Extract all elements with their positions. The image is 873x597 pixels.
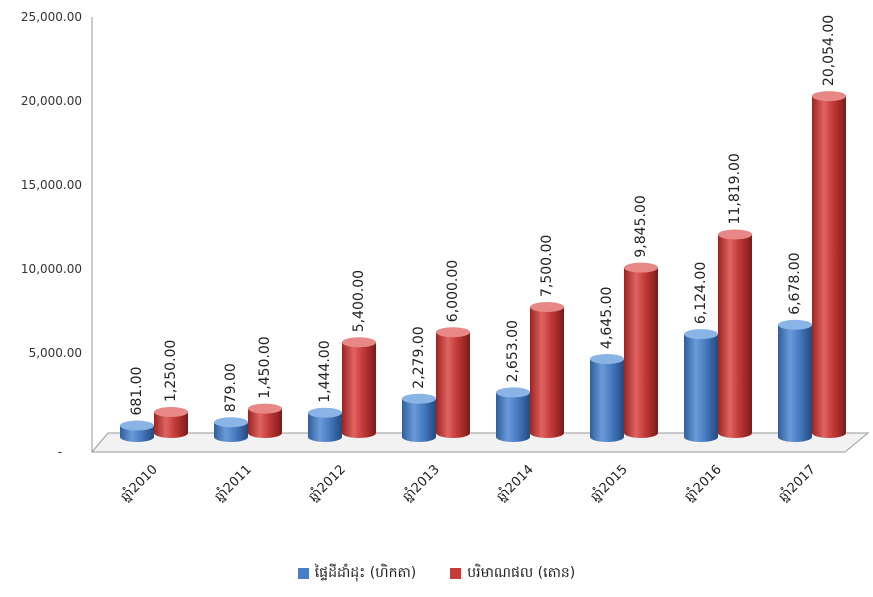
x-tick-label: ឆ្នាំ2017 (775, 461, 819, 505)
bars (120, 91, 846, 442)
bar-area-3 (402, 393, 436, 442)
bar-body (778, 324, 812, 442)
data-label: 5,400.00 (351, 270, 367, 332)
legend-swatch-yield (450, 568, 462, 579)
bar-yield-6 (718, 229, 752, 438)
x-tick-label: ឆ្នាំ2014 (493, 461, 537, 505)
x-tick-label: ឆ្នាំ2012 (305, 461, 349, 505)
bar-yield-4 (530, 302, 564, 438)
bar-top (120, 420, 154, 431)
data-label: 2,653.00 (505, 320, 521, 382)
bar-yield-5 (624, 262, 658, 438)
y-tick-label: - (58, 445, 62, 459)
data-label: 2,279.00 (411, 326, 427, 388)
bar-top (436, 327, 470, 338)
data-label: 1,250.00 (163, 340, 179, 402)
bar-top (718, 229, 752, 240)
y-tick-label: 5,000.00 (29, 346, 82, 360)
y-tick-label: 10,000.00 (21, 262, 82, 276)
bar-area-7 (778, 319, 812, 442)
x-tick-label: ឆ្នាំ2013 (399, 461, 443, 505)
x-tick-label: ឆ្នាំ2015 (587, 461, 631, 505)
data-label: 681.00 (129, 367, 145, 416)
bar-area-0 (120, 420, 154, 442)
bar-area-2 (308, 407, 342, 442)
bar-body (718, 234, 752, 438)
bar-top (308, 407, 342, 418)
bar-body (684, 334, 718, 442)
data-label: 6,124.00 (693, 262, 709, 324)
bar-body (496, 392, 530, 442)
legend: ផ្ទៃដីដាំដុះ (ហិកតា) បរិមាណផល (តោន) (0, 563, 873, 584)
bar-area-6 (684, 329, 718, 442)
bar-top (214, 417, 248, 428)
bar-top (342, 337, 376, 348)
data-label: 11,819.00 (727, 153, 743, 224)
bar-top (530, 302, 564, 312)
x-tick-label: ឆ្នាំ2011 (211, 461, 255, 505)
bar-area-4 (496, 387, 530, 442)
bar-body (402, 398, 436, 442)
bar-top (248, 403, 282, 414)
bar-top (624, 262, 658, 273)
chart-floor (90, 432, 870, 453)
y-tick-label: 25,000.00 (21, 10, 82, 24)
bar-body (436, 332, 470, 438)
bar-area-5 (590, 353, 624, 442)
bar-body (308, 412, 342, 442)
data-label: 6,678.00 (787, 252, 803, 314)
data-label: 4,645.00 (599, 287, 615, 349)
bar-top (684, 329, 718, 340)
legend-item-area: ផ្ទៃដីដាំដុះ (ហិកតា) (297, 563, 417, 584)
y-tick-label: 20,000.00 (21, 94, 82, 108)
data-label: 20,054.00 (821, 15, 837, 86)
bar-area-1 (214, 417, 248, 442)
data-label: 9,845.00 (633, 195, 649, 257)
bar-top (496, 387, 530, 398)
bar-body (624, 267, 658, 438)
data-label: 879.00 (223, 363, 239, 412)
bar-yield-0 (154, 407, 188, 438)
bar-body (248, 408, 282, 438)
data-labels: 681.00 1,250.00 879.00 1,450.00 1,444.00 5,40… (129, 15, 837, 416)
data-label: 1,444.00 (317, 340, 333, 402)
bar-top (402, 393, 436, 404)
legend-swatch-area (297, 568, 309, 579)
data-label: 6,000.00 (445, 260, 461, 322)
legend-label-area: ផ្ទៃដីដាំដុះ (ហិកតា) (314, 565, 417, 581)
x-tick-label: ឆ្នាំ2016 (681, 461, 725, 505)
legend-item-yield: បរិមាណផល (តោន) (450, 563, 575, 584)
bar-body (530, 307, 564, 438)
bar-body (154, 412, 188, 438)
y-tick-label: 15,000.00 (21, 178, 82, 192)
x-tick-label: ឆ្នាំ2010 (117, 461, 161, 505)
bar-top (812, 91, 846, 102)
bar-yield-7 (812, 91, 846, 438)
bar-body (812, 96, 846, 438)
bar-yield-2 (342, 337, 376, 438)
bar-top (778, 319, 812, 330)
data-label: 7,500.00 (539, 235, 555, 297)
bar-yield-3 (436, 327, 470, 438)
bar-top (590, 353, 624, 364)
bar-body (342, 342, 376, 438)
bar-top (154, 407, 188, 417)
bar-body (590, 358, 624, 442)
legend-label-yield: បរិមាណផល (តោន) (467, 565, 576, 581)
bar-body (214, 422, 248, 442)
data-label: 1,450.00 (257, 336, 273, 398)
bar-yield-1 (248, 403, 282, 438)
